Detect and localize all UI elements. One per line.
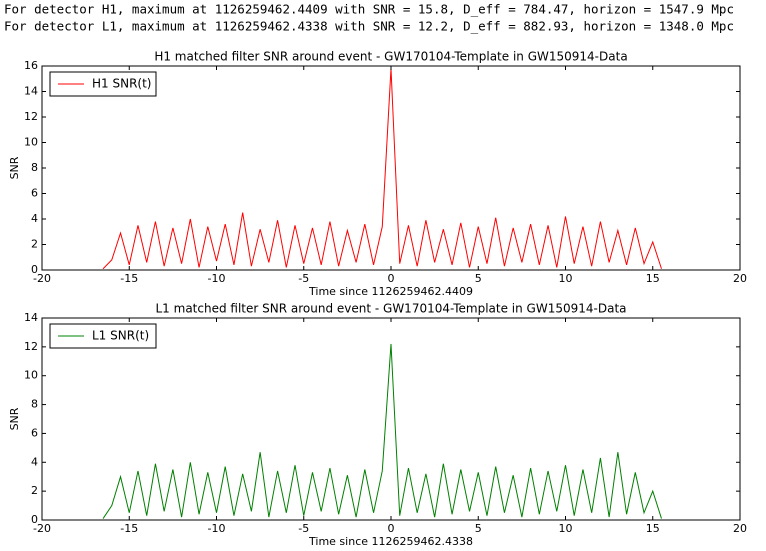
x-tick-label: -20 <box>33 522 51 535</box>
x-tick-label: -15 <box>120 272 138 285</box>
plot-frame <box>41 65 741 271</box>
info-line: For detector H1, maximum at 1126259462.4… <box>4 2 734 17</box>
y-tick-label: 0 <box>31 513 38 526</box>
y-tick-label: 14 <box>24 85 38 98</box>
x-tick-label: 20 <box>733 522 747 535</box>
x-tick-label: -15 <box>120 522 138 535</box>
y-tick-label: 10 <box>24 369 38 382</box>
chart-title: L1 matched filter SNR around event - GW1… <box>156 302 627 316</box>
x-tick-label: 15 <box>646 522 660 535</box>
x-tick-label: 15 <box>646 272 660 285</box>
x-axis-label: Time since 1126259462.4409 <box>308 285 473 298</box>
y-tick-label: 6 <box>31 187 38 200</box>
chart-title: H1 matched filter SNR around event - GW1… <box>154 50 627 64</box>
info-line: For detector L1, maximum at 1126259462.4… <box>4 19 734 34</box>
x-tick-label: 10 <box>559 272 573 285</box>
y-tick-label: 2 <box>31 238 38 251</box>
x-tick-label: 0 <box>388 522 395 535</box>
y-tick-label: 8 <box>31 161 38 174</box>
y-tick-label: 4 <box>31 212 38 225</box>
x-tick-label: 5 <box>475 272 482 285</box>
y-axis-label: SNR <box>8 156 21 179</box>
legend-label: H1 SNR(t) <box>92 77 151 91</box>
y-tick-label: 14 <box>24 311 38 324</box>
y-tick-label: 16 <box>24 59 38 72</box>
legend-box <box>49 323 157 349</box>
x-tick-label: 10 <box>559 522 573 535</box>
y-tick-label: 2 <box>31 484 38 497</box>
series-line <box>102 343 662 519</box>
x-tick-label: -10 <box>208 522 226 535</box>
y-tick-label: 12 <box>24 110 38 123</box>
x-tick-label: -10 <box>208 272 226 285</box>
x-tick-label: 5 <box>475 522 482 535</box>
x-tick-label: 20 <box>733 272 747 285</box>
x-tick-label: -5 <box>298 272 309 285</box>
x-tick-label: -5 <box>298 522 309 535</box>
y-tick-label: 6 <box>31 426 38 439</box>
series-line <box>102 68 662 270</box>
x-tick-label: -20 <box>33 272 51 285</box>
x-tick-label: 0 <box>388 272 395 285</box>
legend-label: L1 SNR(t) <box>92 329 149 343</box>
y-tick-label: 10 <box>24 136 38 149</box>
x-axis-label: Time since 1126259462.4338 <box>308 535 473 548</box>
y-tick-label: 0 <box>31 263 38 276</box>
y-tick-label: 12 <box>24 340 38 353</box>
y-tick-label: 4 <box>31 455 38 468</box>
y-tick-label: 8 <box>31 398 38 411</box>
y-axis-label: SNR <box>8 407 21 430</box>
